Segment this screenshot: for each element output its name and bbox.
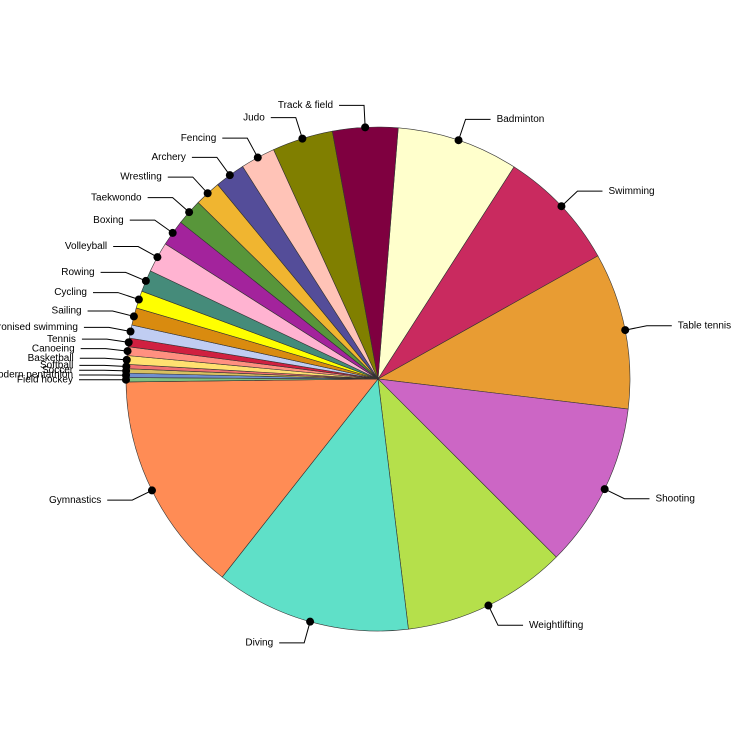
leader-line xyxy=(80,348,128,352)
leader-dot xyxy=(621,326,630,335)
slice-label: Modern pentathlon xyxy=(0,370,73,381)
leader-line xyxy=(458,118,491,141)
leader-dot xyxy=(141,276,150,285)
leader-line xyxy=(113,246,158,258)
slice-label: Basketball xyxy=(28,353,74,364)
leader-dot xyxy=(600,485,609,494)
slice-label: Judo xyxy=(243,112,265,123)
leader-dot xyxy=(557,202,566,211)
slice-label: Sailing xyxy=(52,306,82,317)
slice-label: Cycling xyxy=(54,287,87,298)
leader-line xyxy=(222,137,259,158)
slice-label: Shooting xyxy=(655,493,694,504)
leader-dot xyxy=(361,123,370,132)
leader-dot xyxy=(153,253,162,262)
leader-dot xyxy=(122,355,131,364)
leader-dot xyxy=(126,327,135,336)
slice-label: Taekwondo xyxy=(91,192,142,203)
leader-line xyxy=(129,219,173,234)
leader-line xyxy=(604,488,650,500)
slice-label: Volleyball xyxy=(65,241,107,252)
leader-dot xyxy=(454,136,463,145)
leader-dot xyxy=(484,601,493,610)
leader-line xyxy=(81,338,129,343)
leader-line xyxy=(107,489,153,501)
leader-dot xyxy=(306,617,315,626)
leader-line xyxy=(279,621,311,644)
slice-label: Soccer xyxy=(42,365,74,376)
leader-dot xyxy=(225,171,234,180)
leader-dot xyxy=(253,153,262,162)
slice-label: Boxing xyxy=(93,215,124,226)
leader-line xyxy=(100,271,147,282)
slice-label: Wrestling xyxy=(120,172,162,183)
leader-line xyxy=(79,364,127,367)
leader-dot xyxy=(124,338,133,347)
leader-line xyxy=(339,104,366,128)
leader-line xyxy=(87,310,135,317)
slice-label: Table tennis xyxy=(678,320,731,331)
slice-label: Rowing xyxy=(61,267,94,278)
slice-label: Badminton xyxy=(497,114,545,125)
slice-label: Canoeing xyxy=(32,343,75,354)
slice-label: Weightlifting xyxy=(529,620,583,631)
leader-line xyxy=(79,369,127,372)
leader-line xyxy=(191,156,231,176)
slice-label: Tennis xyxy=(47,334,76,345)
leader-line xyxy=(625,325,672,331)
slice-label: Track & field xyxy=(278,100,333,111)
leader-line xyxy=(270,117,303,139)
leader-dot xyxy=(129,312,138,321)
slice-label: Archery xyxy=(151,152,185,163)
leader-line xyxy=(487,605,524,626)
slice-label: Gymnastics xyxy=(49,495,101,506)
leader-dot xyxy=(123,347,132,356)
leader-line xyxy=(79,357,127,361)
slice-label: Diving xyxy=(245,638,273,649)
leader-dot xyxy=(168,228,177,237)
leader-line xyxy=(83,326,131,332)
slice-label: Synchronised swimming xyxy=(0,322,78,333)
slice-label: Swimming xyxy=(608,186,654,197)
leader-dot xyxy=(147,486,156,495)
slice-label: Fencing xyxy=(181,133,217,144)
leader-dot xyxy=(134,295,143,304)
leader-dot xyxy=(203,189,212,198)
leader-dot xyxy=(122,362,131,371)
leader-line xyxy=(147,197,190,213)
leader-dot xyxy=(298,134,307,143)
leader-line xyxy=(167,176,209,194)
leader-dot xyxy=(185,208,194,217)
leader-line xyxy=(92,292,140,300)
slice-label: Softball xyxy=(40,360,73,371)
leader-line xyxy=(561,190,603,207)
slice-label: Field hockey xyxy=(17,374,73,385)
